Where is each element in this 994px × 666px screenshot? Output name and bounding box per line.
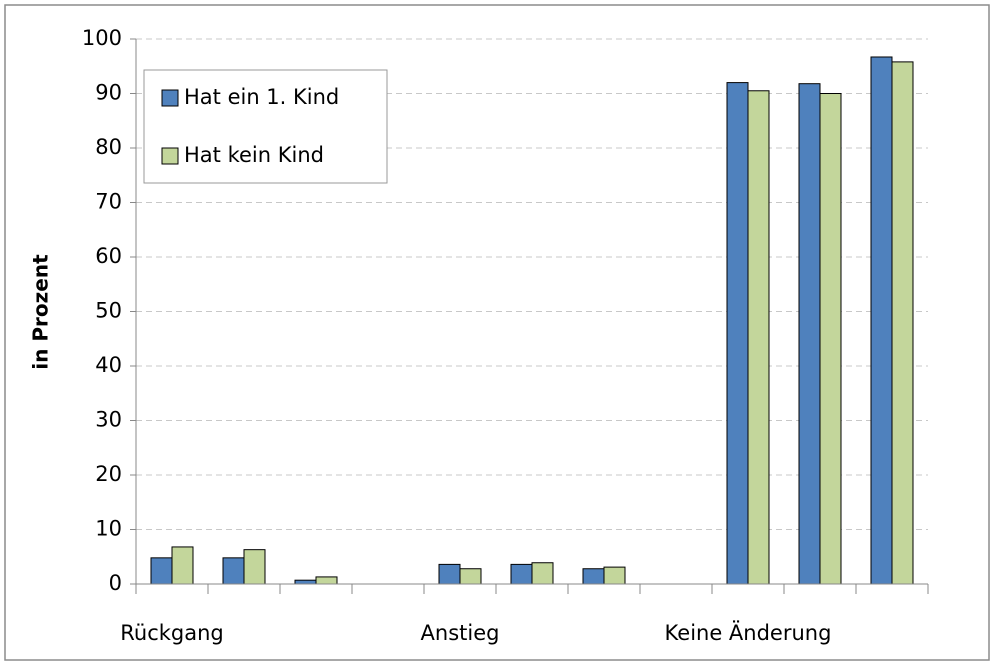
bar <box>798 83 821 585</box>
legend-box <box>143 69 388 184</box>
bar <box>294 579 317 585</box>
bar <box>531 562 554 585</box>
y-tick-label: 20 <box>95 462 122 486</box>
y-tick-label: 100 <box>82 26 122 50</box>
y-tick-label: 80 <box>95 135 122 159</box>
legend-label: Hat ein 1. Kind <box>184 85 339 109</box>
y-tick-label: 90 <box>95 81 122 105</box>
legend-label: Hat kein Kind <box>184 143 324 167</box>
bar <box>315 576 338 585</box>
bar <box>171 546 194 585</box>
bar <box>459 568 482 585</box>
bar <box>891 61 914 585</box>
bar <box>603 566 626 585</box>
bar <box>222 557 245 585</box>
y-tick-label: 60 <box>95 244 122 268</box>
bar <box>747 90 770 585</box>
x-tick-label: Anstieg <box>421 621 500 645</box>
y-tick-label: 10 <box>95 517 122 541</box>
y-tick-label: 70 <box>95 190 122 214</box>
x-tick-label: Rückgang <box>120 621 224 645</box>
bar <box>438 563 461 585</box>
y-tick-label: 30 <box>95 408 122 432</box>
bar <box>819 93 842 585</box>
bar <box>870 56 893 585</box>
legend-swatch <box>161 147 179 165</box>
y-tick-label: 0 <box>109 571 122 595</box>
x-tick-label: Keine Änderung <box>665 620 832 645</box>
bar <box>726 82 749 585</box>
bar <box>243 549 266 585</box>
legend-swatch <box>161 89 179 107</box>
bar <box>150 557 173 585</box>
bar <box>582 568 605 585</box>
y-tick-label: 40 <box>95 353 122 377</box>
y-tick-label: 50 <box>95 299 122 323</box>
bar <box>510 563 533 585</box>
y-axis-title: in Prozent <box>29 254 53 370</box>
